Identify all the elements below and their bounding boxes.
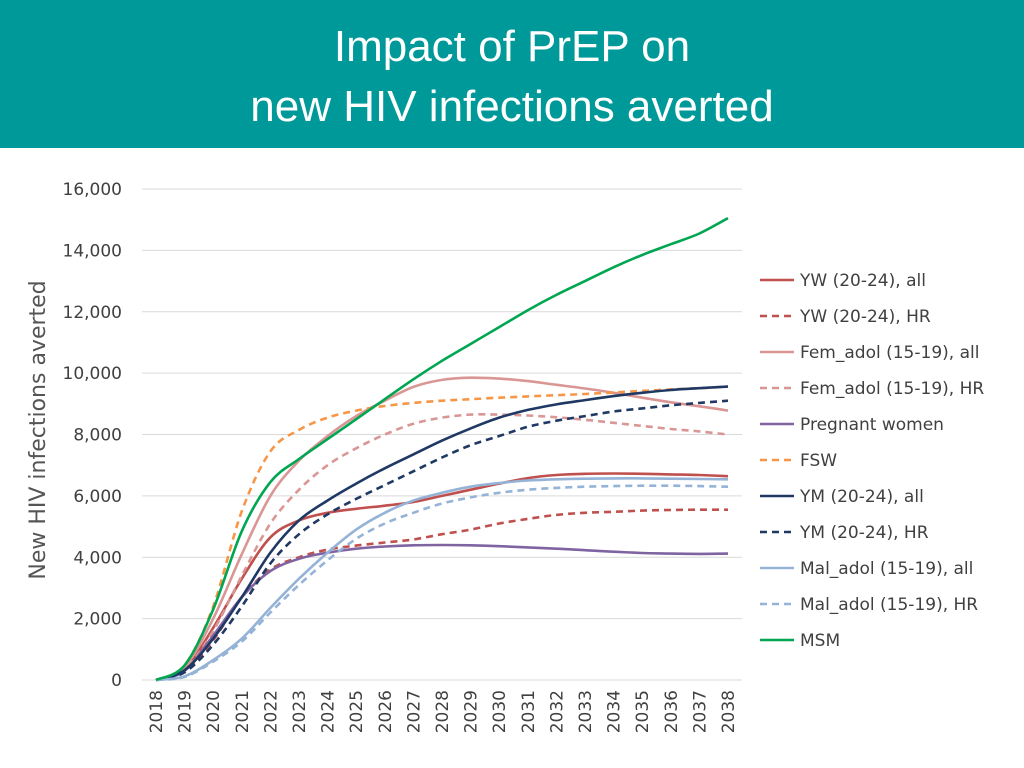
legend-label: YM (20-24), HR [799, 523, 929, 543]
legend-label: FSW [800, 451, 837, 471]
gridlines [142, 188, 742, 681]
legend: YW (20-24), all YW (20-24), HR Fem_adol (1… [760, 271, 984, 651]
legend-label: Mal_adol (15-19), all [800, 559, 973, 579]
x-tick-label: 2032 [547, 690, 567, 733]
x-tick-label: 2024 [319, 690, 339, 733]
x-tick-label: 2023 [290, 690, 310, 733]
series-line-ym-20-24-hr [155, 399, 729, 682]
y-tick-label: 6,000 [73, 487, 122, 507]
x-tick-label: 2031 [519, 690, 539, 733]
series-line-fem-adol-15-19-hr [155, 412, 729, 682]
y-tick-label: 8,000 [73, 426, 122, 446]
legend-label: YW (20-24), HR [799, 307, 931, 327]
x-tick-label: 2030 [490, 690, 510, 733]
y-axis-ticks: 0 2,000 4,000 6,000 8,000 10,000 12,000 14,000 1… [63, 180, 122, 691]
line-chart: 0 2,000 4,000 6,000 8,000 10,000 12,000 14,000 1… [26, 180, 984, 733]
series-line-fem-adol-15-19-all [155, 376, 729, 682]
y-axis-label: New HIV infections averted [26, 280, 51, 579]
x-tick-label: 2020 [204, 690, 224, 733]
x-tick-label: 2019 [176, 690, 196, 733]
x-tick-label: 2027 [404, 690, 424, 733]
legend-label: Fem_adol (15-19), HR [800, 379, 984, 399]
series-line-pregnant-women [155, 543, 729, 682]
x-tick-label: 2022 [261, 690, 281, 733]
x-tick-label: 2038 [719, 690, 739, 733]
x-tick-label: 2021 [233, 690, 253, 733]
legend-label: Pregnant women [800, 415, 944, 435]
x-tick-label: 2018 [147, 690, 167, 733]
y-tick-label: 10,000 [63, 364, 122, 384]
x-tick-label: 2037 [690, 690, 710, 733]
legend-label: Fem_adol (15-19), all [800, 343, 979, 363]
legend-label: YM (20-24), all [799, 487, 924, 507]
x-tick-label: 2026 [376, 690, 396, 733]
x-tick-label: 2035 [633, 690, 653, 733]
x-tick-label: 2029 [462, 690, 482, 733]
x-tick-label: 2025 [347, 690, 367, 733]
y-tick-label: 4,000 [73, 548, 122, 568]
legend-label: YW (20-24), all [799, 271, 926, 291]
title-line-2: new HIV infections averted [250, 82, 774, 131]
title-line-1: Impact of PrEP on [333, 22, 691, 71]
y-tick-label: 2,000 [73, 610, 122, 630]
series-line-fsw [155, 385, 729, 682]
y-tick-label: 0 [111, 671, 122, 691]
series-line-msm [155, 217, 729, 682]
y-tick-label: 16,000 [63, 180, 122, 200]
x-tick-label: 2028 [433, 690, 453, 733]
y-tick-label: 12,000 [63, 303, 122, 323]
series-line-yw-20-24-all [155, 472, 729, 682]
x-tick-label: 2034 [605, 690, 625, 733]
x-tick-label: 2033 [576, 690, 596, 733]
legend-label: Mal_adol (15-19), HR [800, 595, 978, 615]
legend-label: MSM [800, 631, 840, 651]
series-line-mal-adol-15-19-all [155, 477, 729, 682]
series-line-ym-20-24-all [155, 385, 729, 682]
series-lines [155, 217, 729, 682]
y-tick-label: 14,000 [63, 241, 122, 261]
x-axis-ticks: 2018 2019 2020 2021 2022 2023 2024 2025 2026 2027… [147, 690, 739, 733]
title-banner: Impact of PrEP on new HIV infections ave… [0, 0, 1024, 148]
x-tick-label: 2036 [662, 690, 682, 733]
